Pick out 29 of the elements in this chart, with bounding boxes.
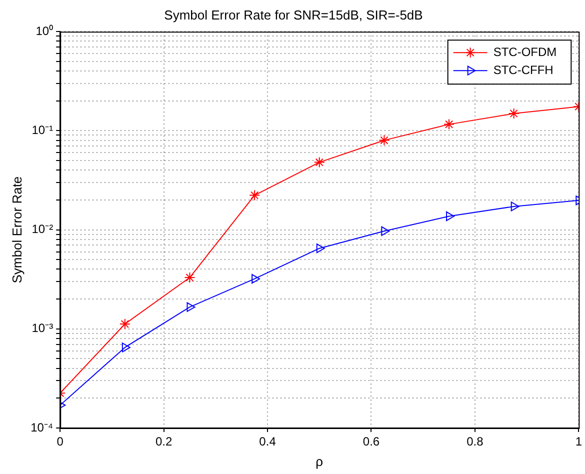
x-tick-label: 0.4 <box>259 434 276 449</box>
y-tick-label: 10⁻² <box>32 222 54 236</box>
x-tick-label: 0.8 <box>466 434 484 449</box>
point <box>508 108 520 120</box>
point <box>381 226 390 236</box>
x-tick-label: 1 <box>575 434 582 449</box>
point <box>510 202 520 212</box>
y-tick-label: 10⁻³ <box>32 321 54 336</box>
y-tick-label: 10⁻¹ <box>32 123 54 138</box>
point <box>316 244 325 254</box>
legend-label: STC-CFFH <box>493 62 554 77</box>
chart-title: Symbol Error Rate for SNR=15dB, SIR=-5dB <box>164 7 423 22</box>
point <box>446 211 455 222</box>
point <box>186 302 196 312</box>
point <box>444 118 455 130</box>
x-tick-label: 0.6 <box>362 434 380 449</box>
point <box>252 274 260 284</box>
y-axis-title: Symbol Error Rate <box>9 176 24 284</box>
point <box>122 342 130 352</box>
y-tick-label: 10⁻⁴ <box>30 420 54 434</box>
x-axis-title: ρ <box>316 454 324 469</box>
point <box>378 134 390 146</box>
x-tick-label: 0.2 <box>155 434 172 449</box>
point <box>314 156 325 168</box>
legend-label: STC-OFDM <box>493 44 557 59</box>
point <box>249 190 260 201</box>
y-tick-label: 10⁰ <box>36 24 54 38</box>
point <box>184 272 196 284</box>
x-tick-label: 0 <box>56 434 64 449</box>
